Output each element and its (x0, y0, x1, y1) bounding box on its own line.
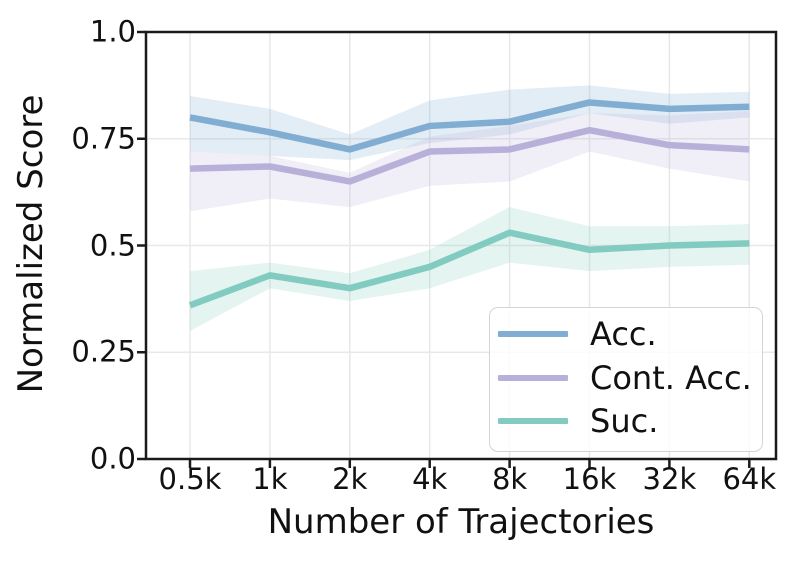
legend-label-suc: Suc. (590, 401, 659, 440)
series-line-2 (188, 229, 750, 309)
legend-item-cont-acc: Cont. Acc. (498, 359, 762, 397)
legend-label-cont-acc: Cont. Acc. (590, 358, 752, 397)
legend-swatch-suc (498, 417, 568, 424)
legend: Acc. Cont. Acc. Suc. (489, 307, 763, 452)
x-tick-label: 8k (491, 462, 528, 496)
series-line-1 (189, 126, 750, 185)
legend-item-acc: Acc. (498, 315, 762, 353)
confidence-band-2 (190, 207, 750, 331)
legend-label-acc: Acc. (590, 315, 657, 354)
y-tick-label: 0.0 (89, 441, 136, 476)
x-tick-label: 2k (332, 462, 368, 496)
series-line-0 (189, 99, 750, 153)
x-tick-label: 16k (562, 462, 617, 496)
x-tick-label: 32k (642, 462, 697, 496)
x-tick-label: 4k (412, 462, 448, 496)
y-tick-label: 0.25 (71, 334, 136, 369)
legend-swatch-cont-acc (498, 374, 568, 381)
legend-swatch-acc (498, 331, 568, 338)
x-tick-label: 64k (722, 462, 777, 496)
x-tick-label: 1k (252, 462, 288, 496)
y-tick-label: 1.0 (89, 14, 136, 49)
x-tick-label: 0.5k (158, 462, 222, 496)
y-tick-label: 0.5 (89, 228, 136, 262)
x-axis-label: Number of Trajectories (267, 502, 655, 542)
legend-item-suc: Suc. (498, 402, 762, 440)
y-tick-label: 0.75 (71, 121, 136, 156)
